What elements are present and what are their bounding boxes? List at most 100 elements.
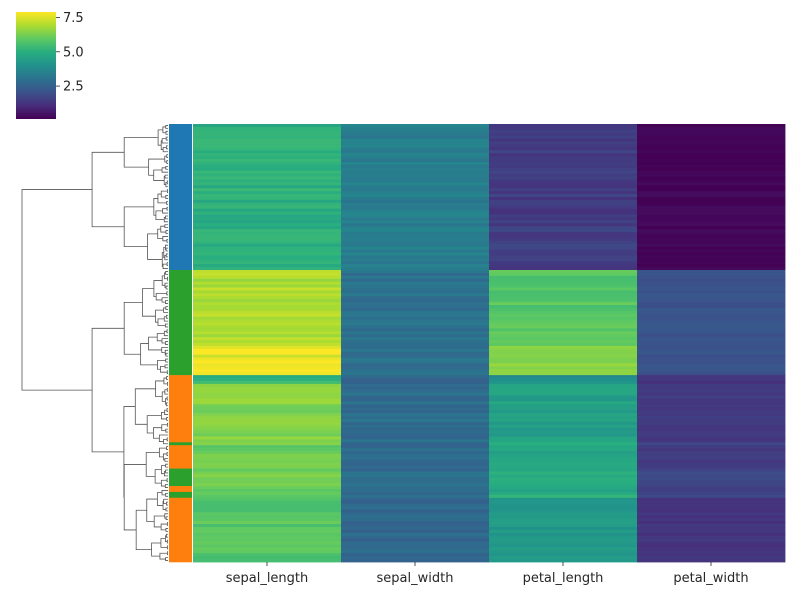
- heatmap-cell: [489, 430, 638, 434]
- heatmap-cell: [489, 526, 638, 531]
- heatmap-cell: [489, 421, 638, 426]
- heatmap-cell: [193, 477, 342, 481]
- dendrogram-link: [91, 327, 125, 453]
- heatmap-cell: [637, 366, 786, 370]
- heatmap-cell: [637, 345, 786, 350]
- heatmap-cell: [637, 395, 786, 399]
- heatmap-cell: [489, 310, 638, 315]
- heatmap-cell: [489, 468, 638, 472]
- heatmap-cell: [193, 159, 342, 163]
- heatmap-cell: [637, 375, 786, 379]
- heatmap-cell: [637, 480, 786, 484]
- heatmap-cell: [193, 185, 342, 189]
- row-dendrogram: [21, 125, 168, 561]
- heatmap-cell: [637, 348, 786, 353]
- dendrogram-link: [163, 377, 168, 385]
- heatmap-cell: [193, 182, 342, 186]
- heatmap-cell: [489, 477, 638, 481]
- heatmap-cell: [193, 366, 342, 370]
- heatmap-cell: [193, 553, 342, 557]
- heatmap-cell: [489, 351, 638, 356]
- heatmap-cell: [341, 343, 490, 347]
- heatmap-cell: [193, 205, 342, 210]
- heatmap-cell: [637, 223, 786, 227]
- heatmap-cell: [489, 518, 638, 522]
- heatmap-cell: [193, 132, 342, 137]
- dendrogram-link: [148, 158, 165, 176]
- heatmap-cell: [489, 532, 638, 537]
- heatmap-cell: [341, 433, 490, 437]
- dendrogram-link: [165, 516, 168, 521]
- dendrogram-link: [164, 174, 168, 179]
- heatmap-cell: [637, 497, 786, 502]
- heatmap-cell: [341, 310, 490, 315]
- heatmap-cell: [637, 401, 786, 405]
- heatmap-cell: [489, 252, 638, 256]
- heatmap-cell: [637, 316, 786, 321]
- heatmap-cell: [637, 234, 786, 239]
- heatmap-cell: [193, 281, 342, 285]
- heatmap-cell: [489, 129, 638, 134]
- row-color-virginica: [169, 471, 192, 487]
- dendrogram-link: [166, 501, 168, 506]
- heatmap-cell: [193, 328, 342, 332]
- heatmap-cell: [193, 418, 342, 423]
- heatmap-cell: [489, 416, 638, 420]
- heatmap-cell: [193, 156, 342, 160]
- heatmap-cell: [341, 453, 490, 458]
- heatmap-cell: [637, 404, 786, 408]
- heatmap-cell: [489, 433, 638, 437]
- heatmap-cell: [193, 302, 342, 306]
- heatmap-cell: [489, 220, 638, 224]
- heatmap-cell: [193, 307, 342, 312]
- heatmap-cell: [489, 305, 638, 309]
- dendrogram-link: [164, 255, 168, 261]
- heatmap-cell: [193, 141, 342, 145]
- heatmap-cell: [341, 550, 490, 554]
- heatmap-cell: [341, 249, 490, 253]
- heatmap-cell: [489, 556, 638, 560]
- heatmap-cell: [637, 264, 786, 268]
- heatmap-cell: [193, 255, 342, 259]
- heatmap-cell: [489, 258, 638, 262]
- heatmap-cell: [193, 448, 342, 452]
- heatmap-cell: [637, 272, 786, 277]
- heatmap-cell: [341, 331, 490, 335]
- heatmap-cell: [341, 556, 490, 560]
- heatmap-cell: [341, 173, 490, 177]
- heatmap-cell: [637, 532, 786, 537]
- heatmap-cell: [489, 159, 638, 163]
- row-color-versicolor: [169, 445, 192, 469]
- heatmap-cell: [637, 392, 786, 396]
- heatmap-cell: [637, 369, 786, 373]
- dendrogram-link: [165, 195, 168, 199]
- heatmap-cell: [489, 267, 638, 271]
- heatmap-cell: [193, 296, 342, 300]
- heatmap-cell: [193, 129, 342, 134]
- heatmap-cell: [637, 156, 786, 160]
- heatmap-cell: [637, 407, 786, 411]
- heatmap-cell: [193, 126, 342, 131]
- heatmap-cell: [489, 506, 638, 510]
- heatmap-cell: [341, 205, 490, 210]
- dendrogram-link: [163, 316, 168, 322]
- heatmap-cell: [193, 518, 342, 522]
- heatmap-cell: [637, 529, 786, 534]
- heatmap-cell: [341, 232, 490, 236]
- heatmap-cell: [637, 199, 786, 204]
- heatmap-cell: [341, 448, 490, 452]
- x-tick-labels: sepal_length sepal_width petal_length petal…: [226, 562, 749, 586]
- heatmap-cell: [637, 521, 786, 525]
- heatmap-cell: [637, 138, 786, 142]
- heatmap-cell: [341, 188, 490, 192]
- heatmap-cell: [193, 211, 342, 215]
- dendrogram-link: [165, 492, 168, 497]
- heatmap-cell: [489, 486, 638, 490]
- heatmap-cell: [637, 471, 786, 475]
- heatmap-cell: [193, 191, 342, 195]
- dendrogram-link: [166, 396, 168, 401]
- heatmap-cell: [193, 360, 342, 364]
- heatmap-cell: [489, 442, 638, 446]
- row-color-versicolor: [169, 375, 192, 385]
- heatmap-cell: [489, 255, 638, 259]
